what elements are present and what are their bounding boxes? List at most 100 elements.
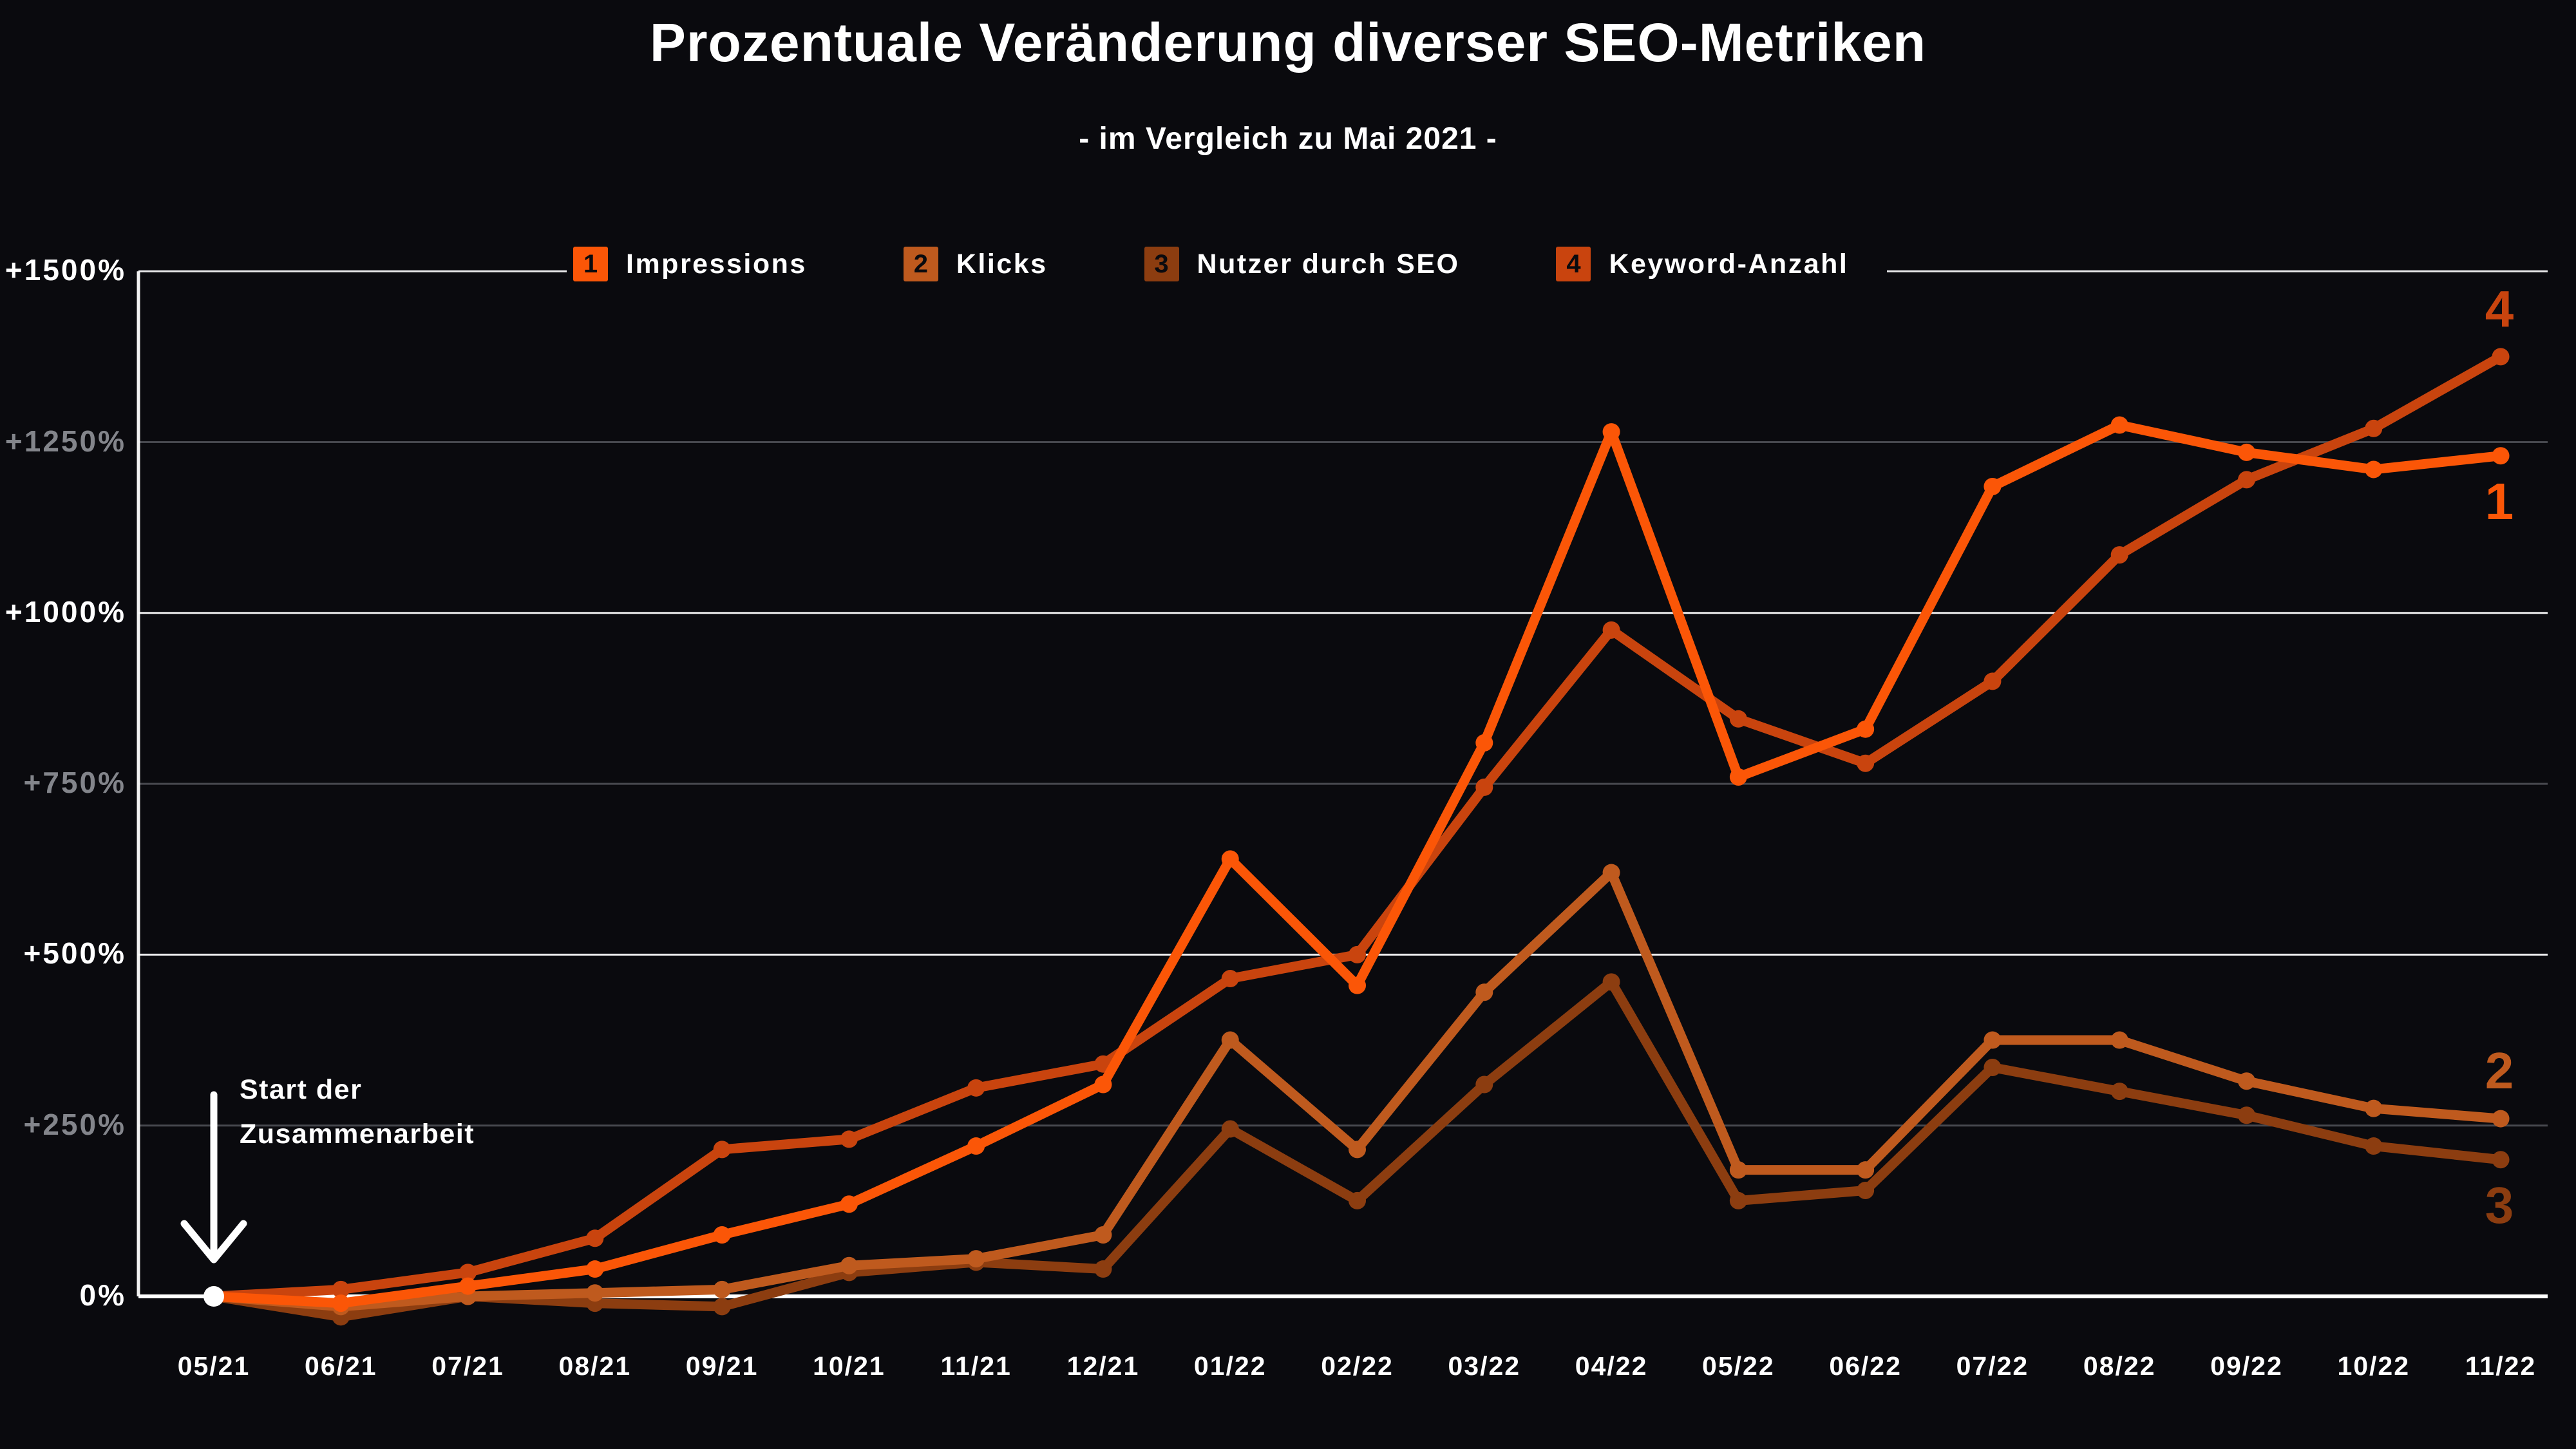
x-tick-label-09-21: 09/21 [685, 1351, 759, 1381]
data-point-4-11/21 [967, 1079, 985, 1097]
data-point-3-11/22 [2492, 1151, 2510, 1169]
legend-swatch-3: 3 [1144, 247, 1179, 281]
x-tick-label-01-22: 01/22 [1193, 1351, 1267, 1381]
y-tick-label-750: +750% [23, 766, 126, 800]
data-point-1-11/22 [2492, 447, 2510, 465]
y-tick-label-0: 0% [79, 1278, 126, 1312]
x-tick-label-11-22: 11/22 [2465, 1351, 2537, 1381]
data-point-3-07/22 [1984, 1058, 2002, 1076]
x-tick-label-12-21: 12/21 [1066, 1351, 1140, 1381]
data-point-2-11/22 [2492, 1110, 2510, 1128]
series-end-label-4: 4 [2485, 279, 2514, 337]
data-point-1-09/22 [2237, 443, 2255, 461]
legend: 1 Impressions 2 Klicks 3 Nutzer durch SEO 4 Key… [567, 233, 1888, 295]
data-point-1-10/21 [840, 1195, 858, 1213]
x-tick-label-05-21: 05/21 [177, 1351, 251, 1381]
x-tick-label-02-22: 02/22 [1321, 1351, 1394, 1381]
data-point-1-07/21 [459, 1277, 477, 1295]
data-point-4-04/22 [1602, 621, 1620, 639]
data-point-3-08/22 [2110, 1083, 2128, 1101]
legend-label-3: Nutzer durch SEO [1197, 248, 1460, 279]
data-point-3-09/21 [713, 1298, 731, 1316]
data-point-2-01/22 [1221, 1031, 1239, 1049]
data-point-1-08/22 [2110, 416, 2128, 434]
series-end-label-3: 3 [2485, 1176, 2514, 1234]
data-point-3-03/22 [1475, 1075, 1493, 1094]
data-point-4-10/21 [840, 1130, 858, 1148]
x-tick-label-06-22: 06/22 [1829, 1351, 1902, 1381]
legend-swatch-4: 4 [1556, 247, 1591, 281]
data-point-2-09/21 [713, 1280, 731, 1298]
chart-title: Prozentuale Veränderung diverser SEO-Met… [649, 12, 1927, 73]
data-point-3-01/22 [1221, 1120, 1239, 1138]
annotation-arrow-head [180, 1220, 247, 1264]
annotation-line: Zusammenarbeit [240, 1118, 475, 1150]
data-point-2-07/22 [1984, 1031, 2002, 1049]
x-tick-label-09-22: 09/22 [2210, 1351, 2283, 1381]
legend-item-keyword-anzahl: 4 Keyword-Anzahl [1556, 247, 1848, 281]
data-point-4-01/22 [1221, 970, 1239, 988]
annotation-start-der-zusammenarbeit: Start der Zusammenarbeit [240, 1068, 475, 1157]
data-point-4-11/22 [2492, 348, 2510, 366]
data-point-2-04/22 [1602, 864, 1620, 882]
data-point-3-04/22 [1602, 973, 1620, 991]
data-point-1-07/22 [1984, 477, 2002, 495]
x-tick-label-06-21: 06/21 [304, 1351, 377, 1381]
data-point-3-02/22 [1349, 1191, 1367, 1209]
x-tick-label-11-21: 11/21 [940, 1351, 1012, 1381]
data-point-4-07/22 [1984, 672, 2002, 690]
data-point-2-10/22 [2365, 1099, 2383, 1117]
data-point-3-10/22 [2365, 1137, 2383, 1155]
y-tick-label-1250: +1250% [5, 424, 126, 458]
legend-label-4: Keyword-Anzahl [1609, 248, 1849, 279]
data-point-4-05/22 [1729, 710, 1747, 728]
data-point-4-02/22 [1349, 945, 1367, 963]
legend-item-klicks: 2 Klicks [903, 247, 1048, 281]
data-point-1-06/21 [332, 1294, 350, 1312]
data-point-1-04/22 [1602, 423, 1620, 441]
data-point-2-08/21 [586, 1284, 604, 1302]
x-tick-label-04-22: 04/22 [1575, 1351, 1648, 1381]
data-point-4-08/22 [2110, 546, 2128, 564]
data-point-1-08/21 [586, 1260, 604, 1278]
data-point-3-09/22 [2237, 1106, 2255, 1124]
y-tick-label-250: +250% [23, 1107, 126, 1141]
data-point-2-03/22 [1475, 983, 1493, 1001]
legend-swatch-1: 1 [573, 247, 608, 281]
x-tick-label-08-22: 08/22 [2083, 1351, 2156, 1381]
data-point-4-06/22 [1857, 754, 1875, 772]
x-tick-label-10-21: 10/21 [813, 1351, 886, 1381]
chart-subtitle: - im Vergleich zu Mai 2021 - [1079, 122, 1497, 156]
data-point-4-07/21 [459, 1264, 477, 1282]
data-point-1-11/21 [967, 1137, 985, 1155]
data-point-1-02/22 [1349, 976, 1367, 994]
series-end-label-2: 2 [2485, 1042, 2514, 1100]
series-line-impressions [209, 420, 2506, 1309]
data-point-1-06/22 [1857, 720, 1875, 738]
data-point-4-06/21 [332, 1280, 350, 1298]
data-point-2-12/21 [1094, 1226, 1112, 1244]
data-point-2-11/21 [967, 1250, 985, 1268]
data-point-4-10/22 [2365, 419, 2383, 437]
legend-item-impressions: 1 Impressions [573, 247, 807, 281]
data-point-2-06/22 [1857, 1161, 1875, 1179]
x-tick-label-07-22: 07/22 [1956, 1351, 2029, 1381]
legend-swatch-2: 2 [903, 247, 938, 281]
legend-label-2: Klicks [956, 248, 1048, 279]
data-point-4-09/22 [2237, 471, 2255, 489]
x-tick-label-03-22: 03/22 [1448, 1351, 1521, 1381]
data-point-4-09/21 [713, 1141, 731, 1159]
data-point-4-03/22 [1475, 778, 1493, 796]
x-tick-label-05-22: 05/22 [1702, 1351, 1775, 1381]
series-line-klicks [209, 867, 2506, 1312]
data-point-2-02/22 [1349, 1141, 1367, 1159]
x-tick-label-10-22: 10/22 [2337, 1351, 2410, 1381]
y-tick-label-1000: +1000% [5, 594, 126, 629]
y-tick-label-1500: +1500% [5, 253, 126, 287]
legend-label-1: Impressions [626, 248, 807, 279]
legend-item-nutzer-durch-seo: 3 Nutzer durch SEO [1144, 247, 1460, 281]
data-point-2-09/22 [2237, 1072, 2255, 1090]
data-point-1-12/21 [1094, 1075, 1112, 1094]
